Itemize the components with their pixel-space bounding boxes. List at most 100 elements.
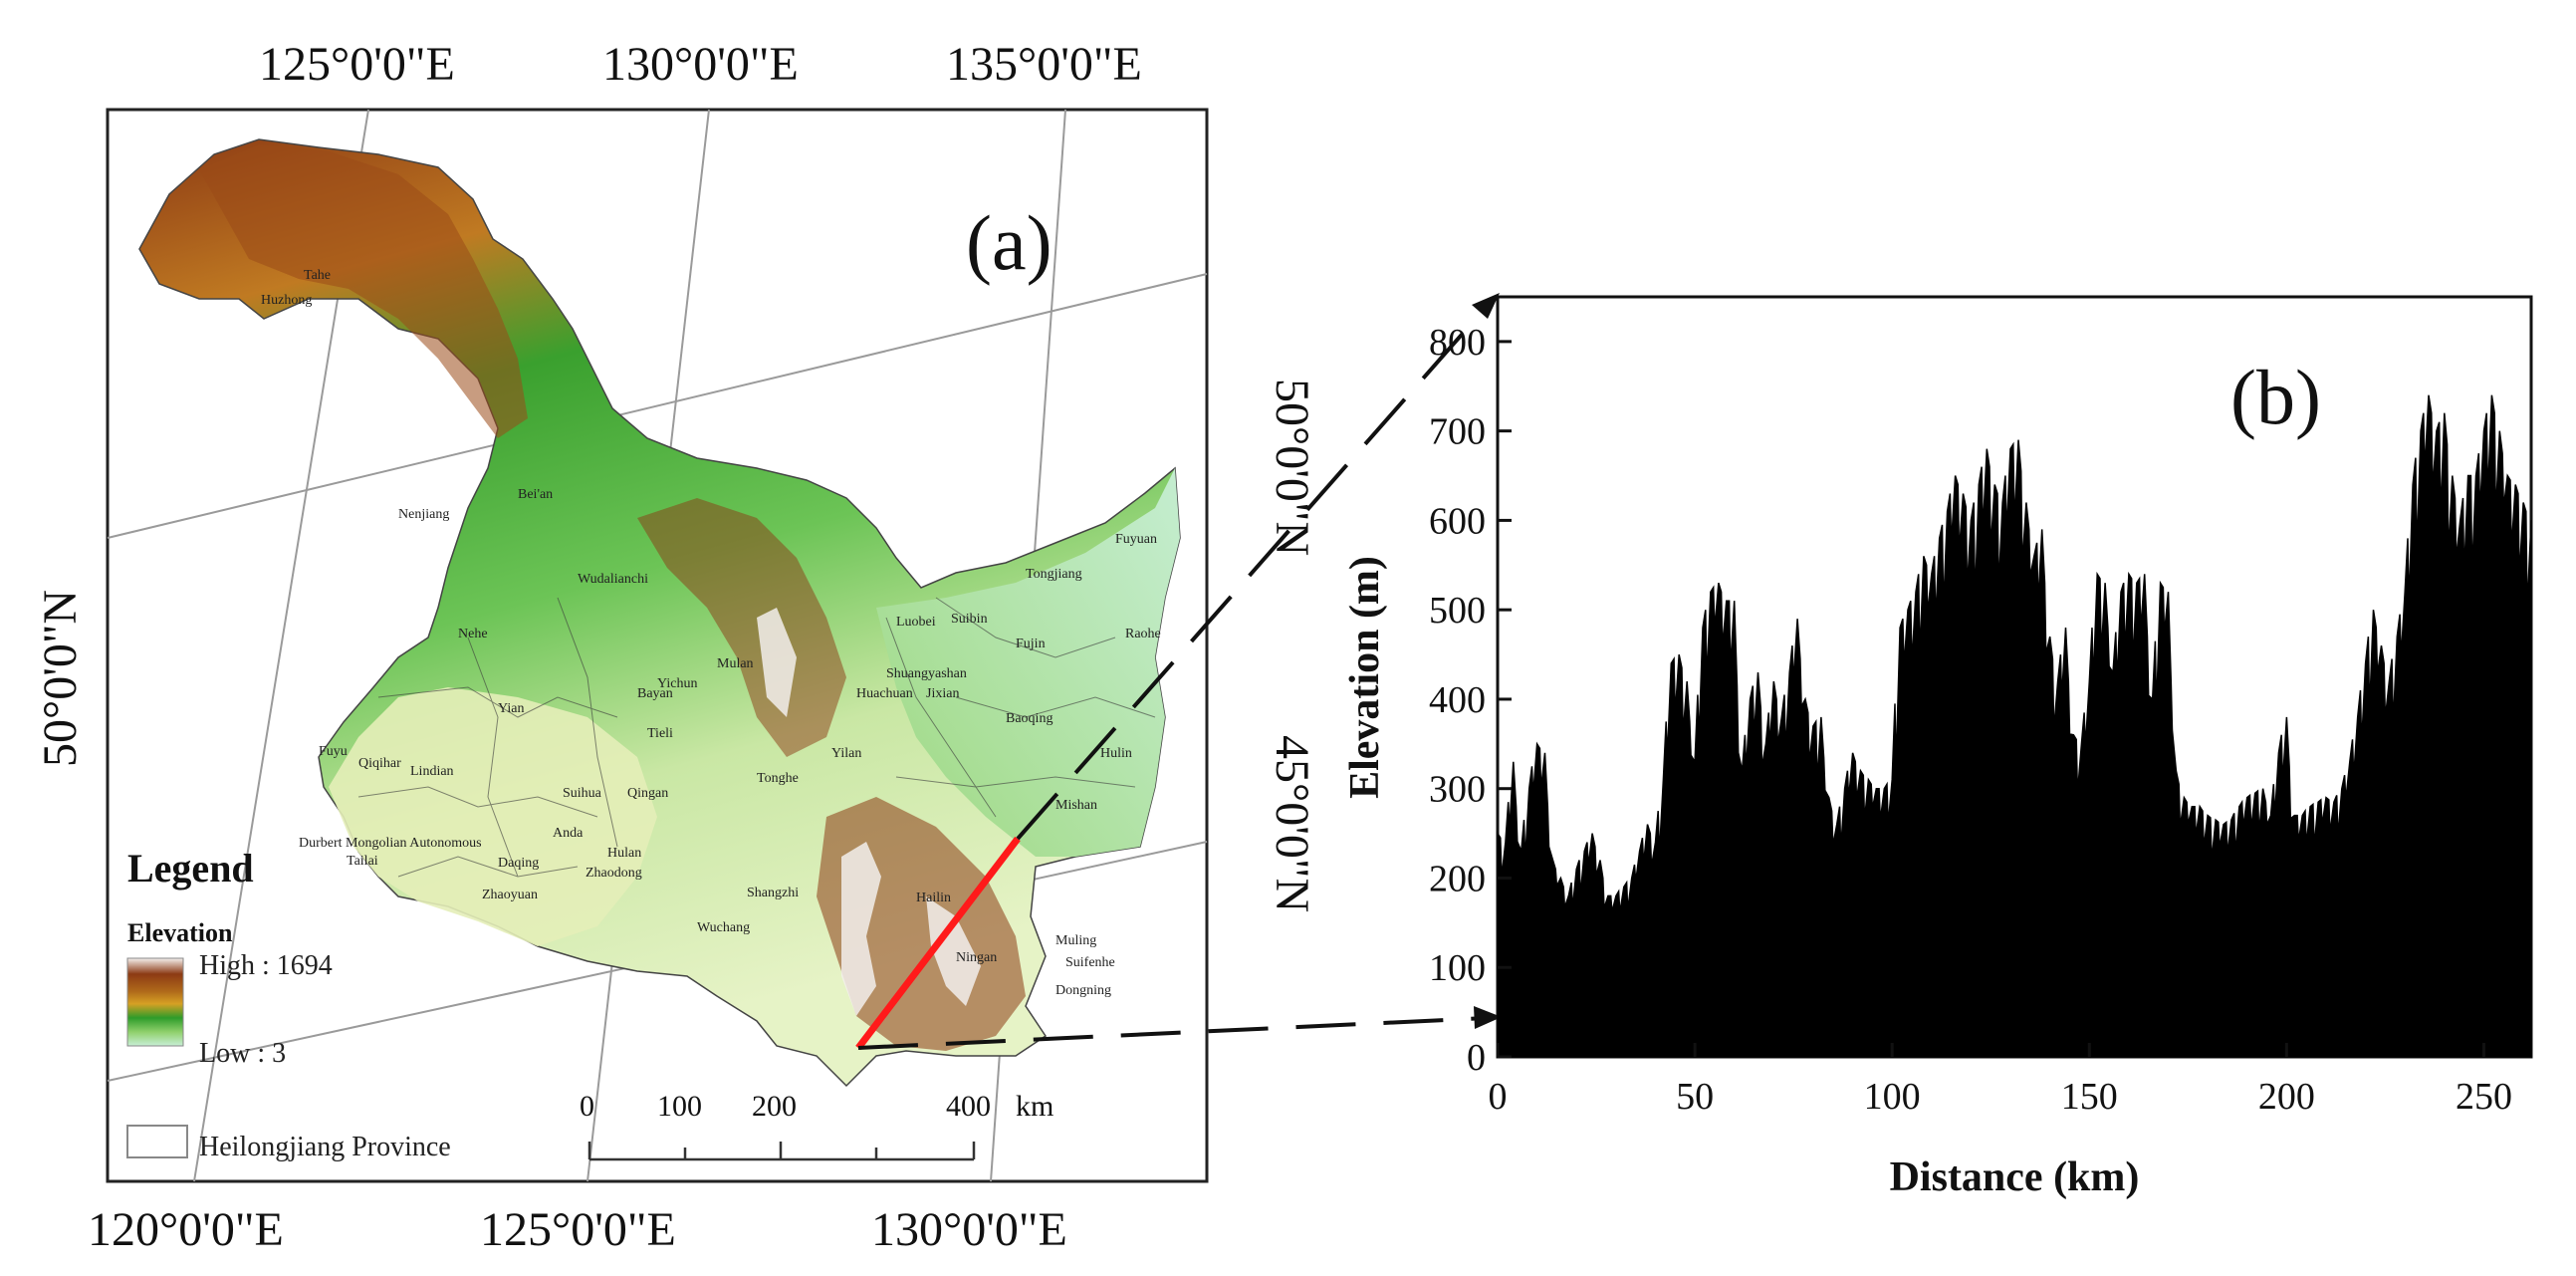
- y-tick-label: 400: [1429, 679, 1486, 721]
- connector-top: [1016, 301, 1492, 841]
- x-tick-label: 200: [2258, 1076, 2315, 1118]
- place-label: Qingan: [627, 786, 668, 801]
- place-label: Huachuan: [856, 686, 913, 701]
- y-tick-label: 100: [1429, 947, 1486, 989]
- place-label: Hailin: [916, 891, 951, 905]
- scale-tick-100: 100: [657, 1090, 702, 1123]
- county-boundaries: [357, 597, 1156, 878]
- place-label: Tailai: [347, 854, 378, 869]
- map-panel: Huzhong Tahe Wudalianchi Nehe Yian Qiqihar Fuy…: [34, 38, 1318, 1256]
- elevation-color-ramp: [126, 957, 184, 1047]
- place-label: Daqing: [498, 856, 539, 871]
- y-axis: 0 100 200 300 400 500 600 700 800: [1429, 322, 1512, 1079]
- left-lat-label: 50°0'0"N: [34, 590, 87, 767]
- top-lon-label-135: 135°0'0"E: [946, 38, 1142, 91]
- bottom-lon-label-120: 120°0'0"E: [88, 1203, 284, 1256]
- x-tick-label: 0: [1489, 1076, 1508, 1118]
- x-tick-label: 100: [1864, 1076, 1921, 1118]
- place-label: Fuyuan: [1115, 532, 1157, 547]
- place-label: Shuangyashan: [886, 666, 967, 681]
- place-label: Zhaodong: [585, 866, 642, 881]
- legend-elevation-label: Elevation: [127, 918, 233, 947]
- place-label: Baoqing: [1006, 711, 1053, 726]
- heilongjiang-province: [138, 138, 1181, 1088]
- western-plain: [329, 687, 657, 946]
- place-label: Raohe: [1125, 627, 1161, 641]
- place-label: Tahe: [304, 268, 331, 283]
- place-label: Yichun: [657, 676, 697, 691]
- arrowhead-bottom: [1474, 1006, 1502, 1029]
- legend-boundary-swatch: [126, 1125, 188, 1158]
- place-label: Qiqihar: [358, 756, 401, 771]
- place-label: Suifenhe: [1065, 955, 1115, 970]
- place-label: Wuchang: [697, 920, 750, 935]
- place-label: Mulan: [717, 656, 754, 671]
- arrow-heads: [1472, 293, 1502, 1029]
- arrowhead-top: [1472, 293, 1500, 319]
- place-label: Suihua: [563, 786, 602, 801]
- y-tick-label: 300: [1429, 769, 1486, 811]
- map-panel-label: (a): [966, 199, 1053, 286]
- elevation-profile-chart: 0 100 200 300 400 500 600 700 800 0 50 100 150 200 25…: [1342, 295, 2533, 1200]
- y-tick-label: 0: [1467, 1037, 1486, 1079]
- scale-tick-200: 200: [752, 1090, 797, 1123]
- place-label: Tongjiang: [1026, 567, 1082, 582]
- place-label: Yian: [498, 701, 524, 716]
- right-lat-label-50: 50°0'0"N: [1266, 379, 1318, 556]
- bottom-lon-label-130: 130°0'0"E: [871, 1203, 1067, 1256]
- place-label: Jixian: [926, 686, 959, 701]
- y-tick-label: 800: [1429, 322, 1486, 364]
- x-tick-label: 250: [2456, 1076, 2512, 1118]
- place-label: Yilan: [831, 746, 861, 761]
- top-lon-label-130: 130°0'0"E: [602, 38, 799, 91]
- place-label: Shangzhi: [747, 886, 799, 900]
- place-label: Nenjiang: [398, 507, 449, 522]
- elevation-profile-area: [1497, 394, 2532, 1058]
- connector-bottom: [857, 1016, 1489, 1050]
- place-label: Muling: [1055, 933, 1096, 948]
- place-label: Anda: [553, 826, 584, 841]
- chart-panel-label: (b): [2230, 354, 2321, 440]
- x-axis: 0 50 100 150 200 250: [1489, 1043, 2512, 1118]
- place-label: Huzhong: [261, 293, 312, 308]
- legend-low-label: Low : 3: [199, 1038, 286, 1069]
- place-label: Fuyu: [319, 744, 348, 759]
- scale-bar-ruler: [587, 1142, 976, 1161]
- place-label: Mishan: [1055, 798, 1097, 813]
- greater-khingan-highland: [199, 144, 528, 438]
- scale-unit: km: [1016, 1090, 1054, 1123]
- right-lat-label-45: 45°0'0"N: [1266, 735, 1318, 912]
- eastern-lowlands: [876, 468, 1180, 857]
- place-label: Dongning: [1055, 983, 1111, 998]
- lesser-khingan-highland: [637, 498, 846, 757]
- legend-high-label: High : 1694: [199, 950, 333, 981]
- x-tick-label: 50: [1676, 1076, 1714, 1118]
- profile-transect-line: [855, 836, 1021, 1051]
- place-label: Suibin: [951, 612, 988, 627]
- y-tick-label: 600: [1429, 500, 1486, 542]
- y-tick-label: 500: [1429, 590, 1486, 632]
- scale-tick-400: 400: [946, 1090, 991, 1123]
- place-label: Nehe: [458, 627, 488, 641]
- scale-bar: 0 100 200 400 km: [580, 1090, 1054, 1161]
- place-labels: Huzhong Tahe Wudalianchi Nehe Yian Qiqihar Fuy…: [261, 268, 1161, 998]
- connector-arrows: [857, 301, 1492, 1050]
- y-tick-label: 700: [1429, 411, 1486, 453]
- place-label: Ningan: [956, 950, 997, 965]
- top-lon-label-125: 125°0'0"E: [259, 38, 455, 91]
- legend-title: Legend: [127, 846, 254, 891]
- place-label: Bayan: [637, 686, 673, 701]
- place-label: Durbert Mongolian Autonomous: [299, 836, 482, 851]
- place-label: Hulan: [607, 846, 641, 861]
- x-axis-title: Distance (km): [1890, 1154, 2140, 1200]
- place-label: Zhaoyuan: [482, 888, 538, 902]
- place-label: Hulin: [1100, 746, 1132, 761]
- x-tick-label: 150: [2061, 1076, 2118, 1118]
- place-label: Luobei: [896, 615, 936, 630]
- place-label: Lindian: [410, 764, 454, 779]
- place-label: Bei'an: [518, 487, 553, 502]
- legend-boundary-label: Heilongjiang Province: [199, 1132, 451, 1162]
- map-legend: Legend Elevation High : 1694 Low : 3 Hei…: [126, 846, 451, 1162]
- place-label: Tieli: [647, 726, 673, 741]
